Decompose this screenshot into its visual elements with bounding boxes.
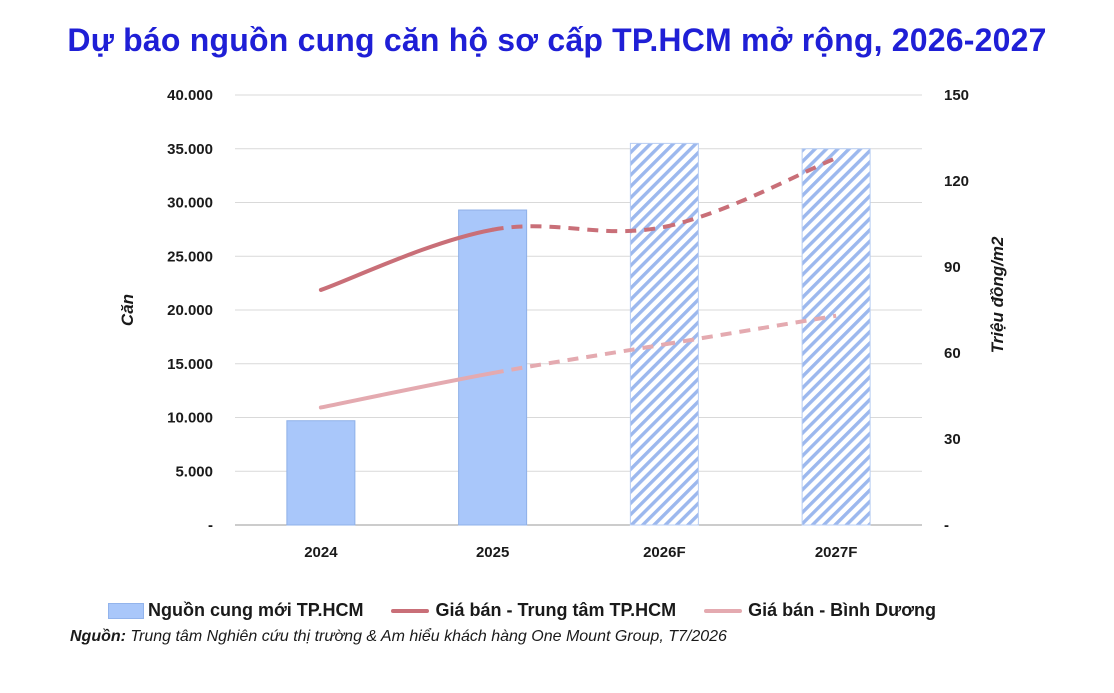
left-tick-label: 15.000 (167, 356, 213, 373)
line-actual-hcmc-price (318, 227, 495, 292)
chart: - 5.000 10.000 15.000 20.000 25.000 30.000 35.0… (118, 87, 1007, 561)
left-tick-label: 20.000 (167, 302, 213, 319)
x-axis: 2024 2025 2026F 2027F (304, 544, 857, 561)
left-axis-title: Căn (118, 294, 137, 326)
legend-label-binhduong-price: Giá bán - Bình Dương (748, 600, 936, 620)
legend-item-binhduong-price: Giá bán - Bình Dương (704, 600, 936, 621)
left-tick-label: 35.000 (167, 141, 213, 158)
line-forecast-hcmc-price (492, 156, 837, 234)
right-axis-title: Triệu đồng/m2 (988, 236, 1007, 353)
left-tick-label: 30.000 (167, 195, 213, 212)
bar (286, 420, 356, 526)
left-tick-label: 10.000 (167, 410, 213, 427)
bars (286, 142, 871, 526)
bar-forecast (801, 148, 871, 526)
legend-swatch-hcmc-price (391, 608, 430, 613)
legend-swatch-supply (108, 602, 144, 619)
source-text: Trung tâm Nghiên cứu thị trường & Am hiể… (125, 628, 727, 645)
source-label: Nguồn: (70, 628, 126, 645)
x-tick-label: 2024 (304, 544, 338, 561)
left-tick-label: 5.000 (175, 463, 213, 480)
legend-label-supply: Nguồn cung mới TP.HCM (148, 600, 364, 620)
chart-title: Dự báo nguồn cung căn hộ sơ cấp TP.HCM m… (67, 22, 1047, 58)
right-tick-label: 60 (944, 345, 961, 362)
legend-label-hcmc-price: Giá bán - Trung tâm TP.HCM (435, 600, 677, 620)
bar-forecast (629, 142, 699, 526)
line-actual-binhduong-price (318, 371, 495, 410)
right-tick-label: 30 (944, 431, 961, 448)
left-tick-label: 40.000 (167, 87, 213, 104)
x-tick-label: 2025 (476, 544, 509, 561)
legend: Nguồn cung mới TP.HCM Giá bán - Trung tâ… (108, 600, 964, 621)
source-note: Nguồn: Trung tâm Nghiên cứu thị trường &… (70, 628, 727, 646)
x-tick-label: 2027F (815, 544, 858, 561)
left-axis: - 5.000 10.000 15.000 20.000 25.000 30.000 35.0… (167, 87, 213, 534)
left-tick-label: 25.000 (167, 248, 213, 265)
legend-swatch-binhduong-price (704, 608, 743, 613)
legend-item-hcmc-price: Giá bán - Trung tâm TP.HCM (391, 600, 676, 621)
left-tick-label: - (208, 517, 213, 534)
legend-item-supply: Nguồn cung mới TP.HCM (108, 600, 363, 621)
right-tick-label: 90 (944, 259, 961, 276)
line-forecast-binhduong-price (492, 313, 837, 376)
x-tick-label: 2026F (643, 544, 686, 561)
right-tick-label: 120 (944, 173, 969, 190)
right-tick-label: 150 (944, 87, 969, 104)
right-tick-label: - (944, 517, 949, 534)
right-axis: - 30 60 90 120 150 (944, 87, 969, 534)
price-lines (318, 156, 837, 410)
